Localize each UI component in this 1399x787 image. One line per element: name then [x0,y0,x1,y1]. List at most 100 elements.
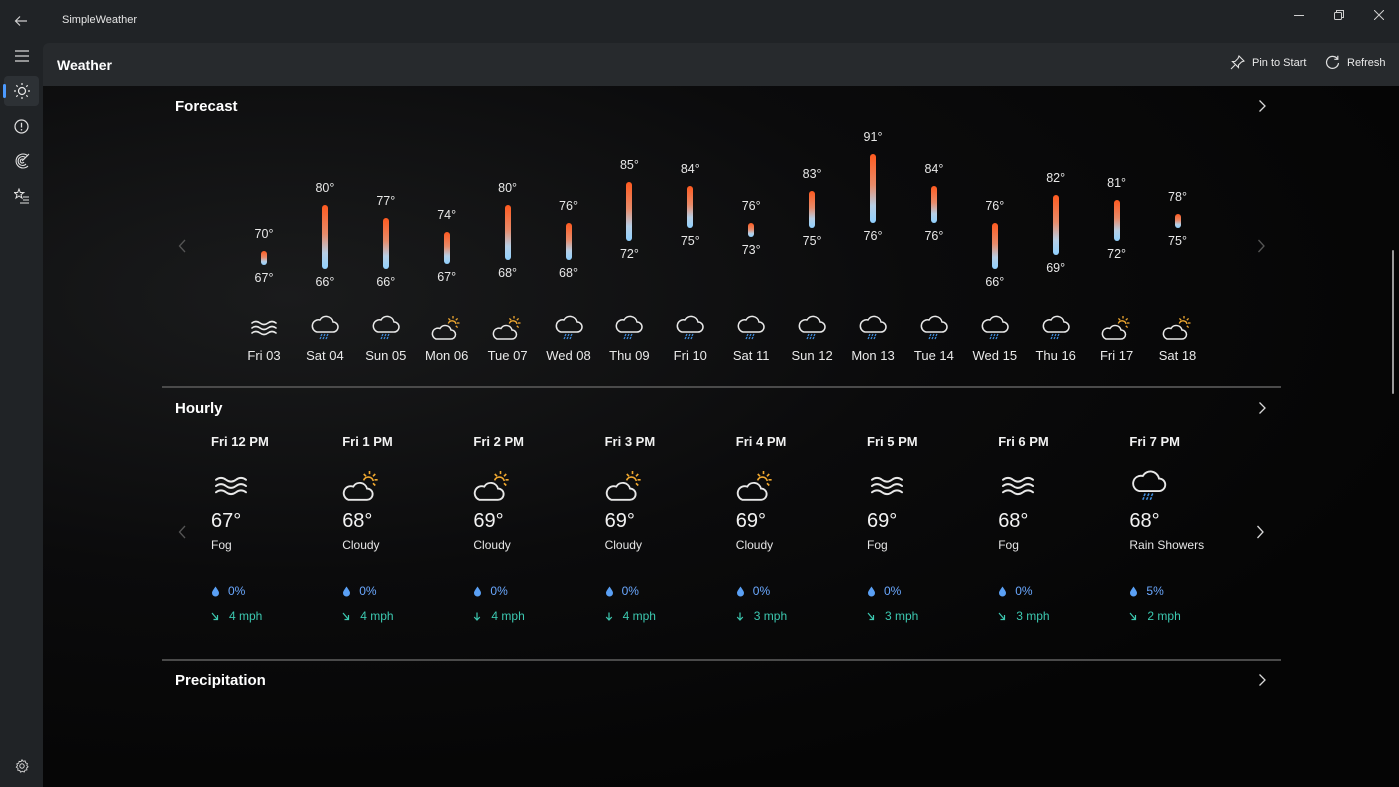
raindrop-icon [999,586,1007,596]
forecast-condition-icon [248,314,280,342]
forecast-condition-icon [1101,314,1133,342]
forecast-low-temp: 68° [498,265,518,280]
vertical-scrollbar[interactable] [1392,250,1394,394]
hourly-condition-icon [473,468,513,504]
forecast-high-temp: 84° [924,162,944,177]
hourly-more-chevron-icon[interactable] [1255,401,1269,415]
wind-direction-southeast-icon [342,612,350,620]
forecast-condition-icon [857,314,889,342]
hourly-item[interactable]: Fri 6 PM 68° Fog 0% 3 mph [998,434,1118,623]
nav-item-radar[interactable] [4,146,39,176]
hourly-item[interactable]: Fri 12 PM 67° Fog 0% 4 mph [211,434,331,623]
hourly-precip-chance: 0% [211,584,331,598]
hourly-condition-icon [605,468,645,504]
restore-button[interactable] [1319,0,1359,30]
close-button[interactable] [1359,0,1399,30]
hourly-wind-value: 3 mph [753,609,788,623]
hourly-precip-chance: 0% [342,584,462,598]
nav-menu-button[interactable] [4,41,39,71]
hourly-precip-value: 0% [884,584,902,598]
pin-to-start-button[interactable]: Pin to Start [1230,55,1306,70]
hourly-precip-chance: 0% [998,584,1118,598]
page-header: Weather Pin to Start Refresh [43,43,1399,86]
forecast-low-temp: 66° [315,275,335,289]
raindrop-icon [1130,586,1138,596]
hourly-condition: Cloudy [604,538,642,552]
raindrop-icon [343,586,351,596]
forecast-low-temp: 67° [437,270,457,285]
raindrop-icon [474,586,482,596]
hourly-wind: 4 mph [473,609,593,623]
restore-icon [1334,10,1344,20]
temperature-range-bar [991,223,998,269]
nav-item-weather[interactable] [3,76,39,106]
forecast-condition-icon [370,314,402,342]
hourly-condition-icon [867,468,907,504]
nav-item-settings[interactable] [4,751,39,781]
hourly-item[interactable]: Fri 7 PM 68° Rain Showers 5% 2 mph [1129,434,1249,623]
hourly-wind-value: 3 mph [1016,609,1050,623]
hourly-wind-value: 2 mph [1147,609,1181,623]
hourly-condition: Cloudy [342,538,380,552]
hourly-item[interactable]: Fri 5 PM 69° Fog 0% 3 mph [867,434,987,623]
forecast-low-temp: 75° [1168,233,1187,248]
minimize-button[interactable] [1279,0,1319,30]
forecast-more-chevron-icon[interactable] [1255,99,1269,113]
temperature-range-bar [1174,213,1181,228]
wind-direction-southeast-icon [211,612,219,620]
precipitation-title: Precipitation [175,672,266,689]
forecast-condition-icon [309,314,341,342]
hourly-wind-value: 4 mph [360,609,394,623]
nav-item-favorites[interactable] [4,181,39,211]
temperature-range-bar [261,250,267,265]
app-title: SimpleWeather [62,14,137,26]
main-content: Forecast 70° 67° Fri 03 80° 66° Sat 04 77°… [43,86,1399,787]
temperature-range-bar [565,223,572,260]
hourly-wind-value: 4 mph [622,609,656,623]
forecast-high-temp: 80° [498,180,518,195]
minimize-icon [1294,15,1304,16]
back-button[interactable] [6,6,36,36]
hourly-item[interactable]: Fri 1 PM 68° Cloudy 0% 4 mph [342,434,462,623]
hourly-condition: Cloudy [735,538,774,552]
hourly-time: Fri 6 PM [998,434,1049,449]
rain-cloud-icon [737,315,765,340]
rain-cloud-icon [798,315,826,340]
nav-pane [0,42,43,787]
hourly-scroll-left-icon[interactable] [177,524,189,540]
hourly-time: Fri 3 PM [604,434,656,449]
hourly-time: Fri 2 PM [473,434,524,449]
forecast-day-label: Fri 17 [1099,348,1134,363]
refresh-button[interactable]: Refresh [1325,55,1386,70]
forecast-scroll-left-icon[interactable] [177,238,189,254]
rain-cloud-icon [859,315,887,340]
forecast-high-temp: 77° [376,194,396,209]
pin-to-start-label: Pin to Start [1252,56,1307,69]
nav-item-alerts[interactable] [4,111,39,141]
temperature-range-bar [1113,200,1120,242]
forecast-scroll-right-icon[interactable] [1255,238,1267,254]
hourly-temp: 68° [1129,510,1160,532]
hourly-item[interactable]: Fri 4 PM 69° Cloudy 0% 3 mph [736,434,856,623]
hourly-wind: 4 mph [211,609,331,623]
forecast-day-label: Thu 16 [1035,348,1076,363]
sun-icon [13,83,30,99]
partly-cloudy-icon [736,471,772,501]
gear-icon [15,759,29,773]
hourly-item[interactable]: Fri 2 PM 69° Cloudy 0% 4 mph [473,434,593,623]
hourly-wind: 4 mph [342,609,462,623]
forecast-day-label: Sat 18 [1158,348,1197,363]
precipitation-more-chevron-icon[interactable] [1255,673,1269,687]
rain-cloud-icon [555,315,583,340]
hourly-item[interactable]: Fri 3 PM 69° Cloudy 0% 4 mph [605,434,725,623]
raindrop-icon [736,586,744,596]
fog-icon [215,476,247,496]
temperature-range-bar [382,218,389,269]
fog-icon [871,476,903,496]
forecast-high-temp: 91° [863,130,883,144]
partly-cloudy-icon [431,316,460,340]
forecast-condition-icon [918,314,950,342]
forecast-high-temp: 82° [1046,171,1066,186]
hourly-temp: 67° [211,510,242,532]
hourly-scroll-right-icon[interactable] [1254,524,1266,540]
